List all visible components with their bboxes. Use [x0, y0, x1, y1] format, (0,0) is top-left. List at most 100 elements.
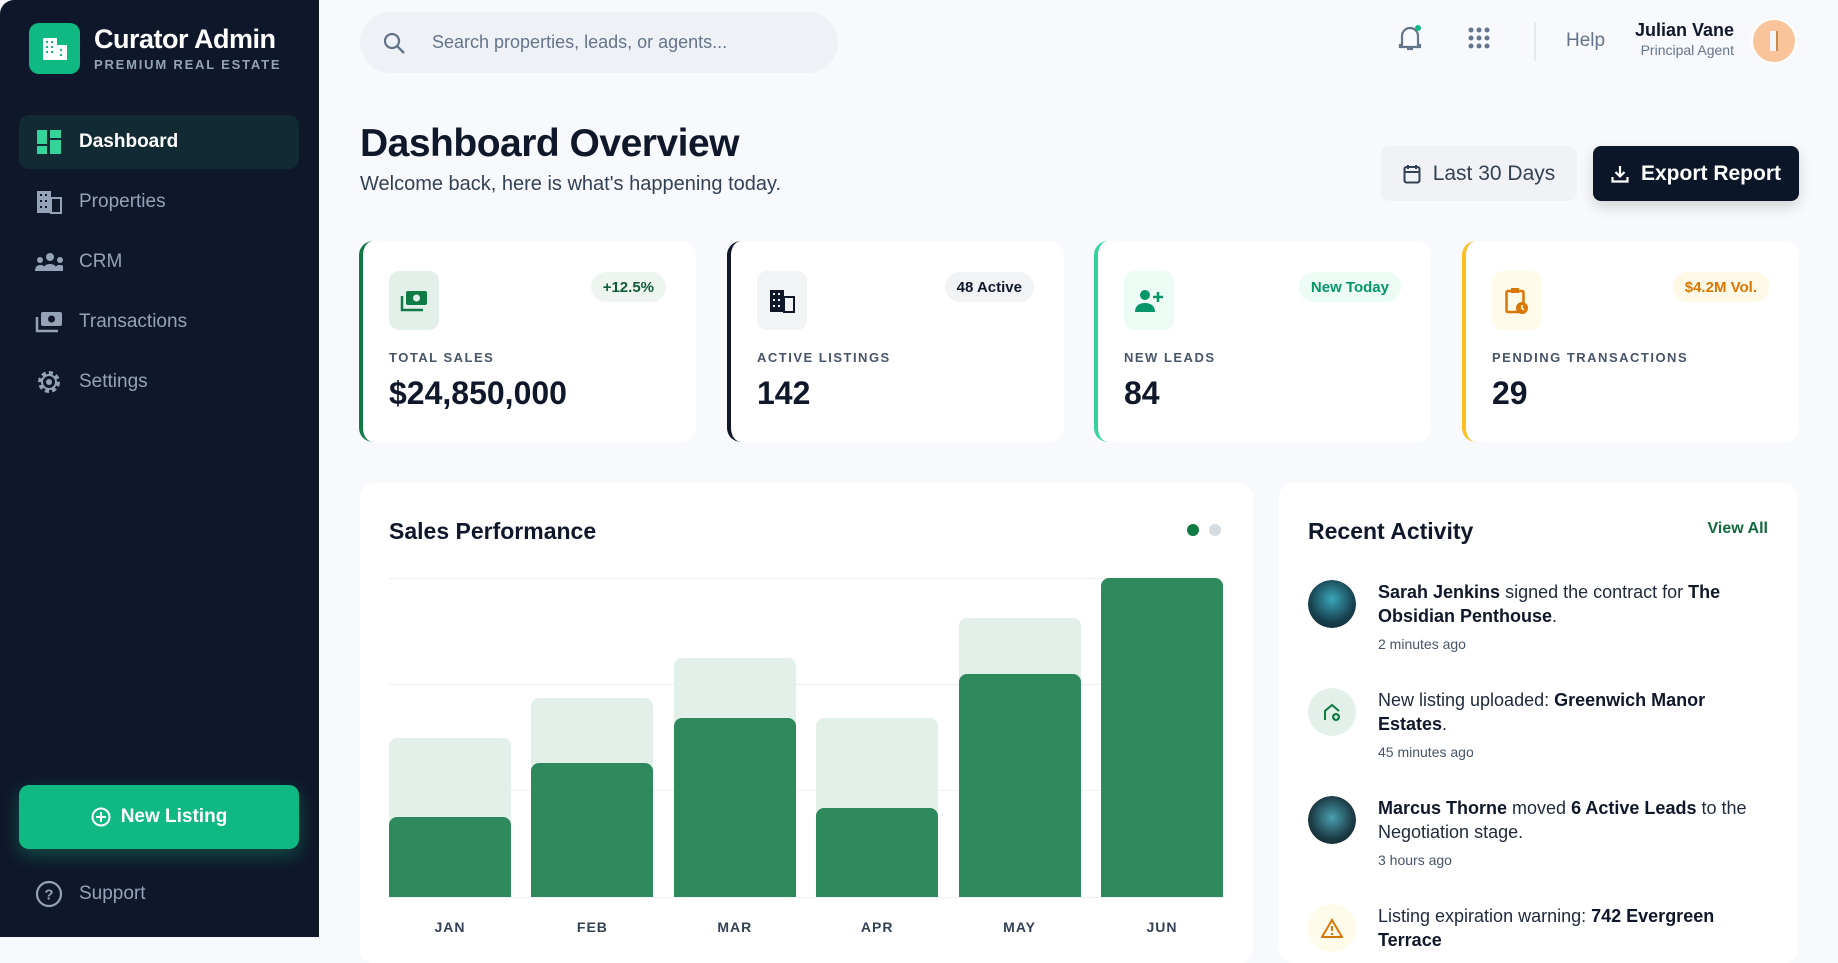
notifications-button[interactable]: [1392, 20, 1428, 56]
gridline: [389, 790, 1222, 791]
header-divider: [1534, 22, 1536, 61]
x-tick-label: FEB: [576, 919, 608, 935]
activity-text-part: Listing expiration warning:: [1378, 906, 1592, 926]
avatar: [1308, 580, 1356, 628]
date-range-button[interactable]: Last 30 Days: [1381, 146, 1577, 201]
chart-page-dot[interactable]: [1209, 524, 1221, 536]
activity-time: 2 minutes ago: [1378, 636, 1466, 652]
stat-value: 29: [1492, 375, 1528, 411]
stat-badge: +12.5%: [590, 272, 666, 302]
gridline: [389, 578, 1222, 579]
support-link[interactable]: ? Support: [35, 880, 146, 908]
sidebar-item-label: CRM: [79, 251, 123, 272]
activity-text: Listing expiration warning: 742 Evergree…: [1378, 904, 1778, 952]
bar-actual-feb[interactable]: [531, 763, 654, 897]
activity-highlight: Sarah Jenkins: [1378, 582, 1501, 602]
gridline: [389, 897, 1222, 898]
bar-actual-apr[interactable]: [816, 807, 939, 897]
user-avatar[interactable]: [1751, 18, 1797, 64]
activity-text: Marcus Thorne moved 6 Active Leads to th…: [1378, 796, 1778, 844]
stat-label: ACTIVE LISTINGS: [757, 350, 891, 365]
stat-badge: $4.2M Vol.: [1672, 272, 1769, 302]
stat-card-pending-transactions: $4.2M Vol. PENDING TRANSACTIONS 29: [1462, 241, 1799, 442]
download-icon: [1611, 165, 1629, 183]
new-listing-button[interactable]: New Listing: [19, 785, 299, 849]
stat-value: $24,850,000: [389, 375, 567, 411]
stat-card-new-leads: New Today NEW LEADS 84: [1094, 241, 1431, 442]
apps-grid-button[interactable]: [1461, 20, 1497, 56]
building-icon: [35, 188, 63, 216]
people-icon: [35, 248, 63, 276]
bar-actual-may[interactable]: [958, 673, 1081, 897]
export-report-label: Export Report: [1640, 161, 1781, 185]
sidebar-item-dashboard[interactable]: Dashboard: [19, 115, 299, 169]
bar-actual-jun[interactable]: [1101, 578, 1223, 897]
stat-label: TOTAL SALES: [389, 350, 495, 365]
x-tick-label: JAN: [434, 919, 466, 935]
sidebar-item-label: Properties: [79, 191, 166, 212]
brand-name: Curator Admin: [94, 24, 276, 54]
svg-text:?: ?: [44, 887, 53, 904]
gridline: [389, 684, 1222, 685]
stat-card-total-sales: +12.5% TOTAL SALES $24,850,000: [359, 241, 696, 442]
apps-grid-icon: [1468, 27, 1490, 49]
chart-page-dot-active[interactable]: [1187, 524, 1199, 536]
x-tick-label: MAR: [717, 919, 753, 935]
sidebar-item-settings[interactable]: Settings: [19, 355, 299, 409]
plus-circle-icon: [91, 807, 111, 827]
stat-value: 84: [1124, 375, 1160, 411]
activity-text-part: .: [1442, 714, 1448, 734]
building-icon: [757, 271, 807, 330]
sidebar: Curator Admin PREMIUM REAL ESTATE Dashbo…: [0, 0, 319, 937]
activity-text-part: moved: [1507, 798, 1572, 818]
user-role: Principal Agent: [1640, 42, 1734, 58]
activity-time: 45 minutes ago: [1378, 744, 1474, 760]
support-label: Support: [79, 883, 146, 904]
sidebar-item-properties[interactable]: Properties: [19, 175, 299, 229]
dashboard-icon: [35, 128, 63, 156]
search-icon: [383, 32, 405, 54]
activity-highlight: The Obsidian Penthouse: [1378, 582, 1721, 626]
sidebar-item-crm[interactable]: CRM: [19, 235, 299, 289]
activity-text: Sarah Jenkins signed the contract for Th…: [1378, 580, 1778, 628]
payments-icon: [389, 271, 439, 330]
activity-time: 3 hours ago: [1378, 852, 1452, 868]
activity-title: Recent Activity: [1308, 518, 1474, 544]
payments-icon: [35, 308, 63, 336]
date-range-label: Last 30 Days: [1432, 161, 1556, 185]
bar-actual-jan[interactable]: [389, 817, 511, 897]
stat-card-active-listings: 48 Active ACTIVE LISTINGS 142: [727, 241, 1064, 442]
export-report-button[interactable]: Export Report: [1593, 146, 1799, 201]
search-bar[interactable]: [360, 12, 838, 73]
bell-icon: [1398, 25, 1422, 51]
new-listing-label: New Listing: [120, 806, 228, 827]
help-circle-icon: ?: [35, 880, 63, 908]
brand-tagline: PREMIUM REAL ESTATE: [94, 57, 282, 72]
sidebar-item-label: Dashboard: [79, 131, 179, 152]
search-input[interactable]: [432, 32, 812, 53]
view-all-link[interactable]: View All: [1707, 520, 1768, 537]
activity-highlight: Marcus Thorne: [1378, 798, 1508, 818]
activity-highlight: 6 Active Leads: [1571, 798, 1697, 818]
stat-label: NEW LEADS: [1124, 350, 1216, 365]
listing-added-icon: [1308, 688, 1356, 736]
activity-text-part: .: [1552, 606, 1558, 626]
stat-value: 142: [757, 375, 811, 411]
sidebar-item-label: Transactions: [79, 311, 188, 332]
x-tick-label: MAY: [1003, 919, 1036, 935]
stat-badge: New Today: [1298, 272, 1401, 302]
calendar-icon: [1403, 164, 1421, 183]
sidebar-item-transactions[interactable]: Transactions: [19, 295, 299, 349]
warning-icon: [1308, 904, 1356, 952]
gear-icon: [35, 368, 63, 396]
person-add-icon: [1124, 271, 1174, 330]
sidebar-item-label: Settings: [79, 371, 148, 392]
logo-building-icon: [29, 23, 80, 74]
x-tick-label: APR: [860, 919, 894, 935]
user-name[interactable]: Julian Vane: [1634, 20, 1734, 40]
activity-text-part: New listing uploaded:: [1378, 690, 1555, 710]
recent-activity-panel: [1279, 483, 1798, 963]
page-title: Dashboard Overview: [360, 122, 739, 165]
help-link[interactable]: Help: [1566, 30, 1606, 51]
bar-actual-mar[interactable]: [673, 718, 796, 897]
